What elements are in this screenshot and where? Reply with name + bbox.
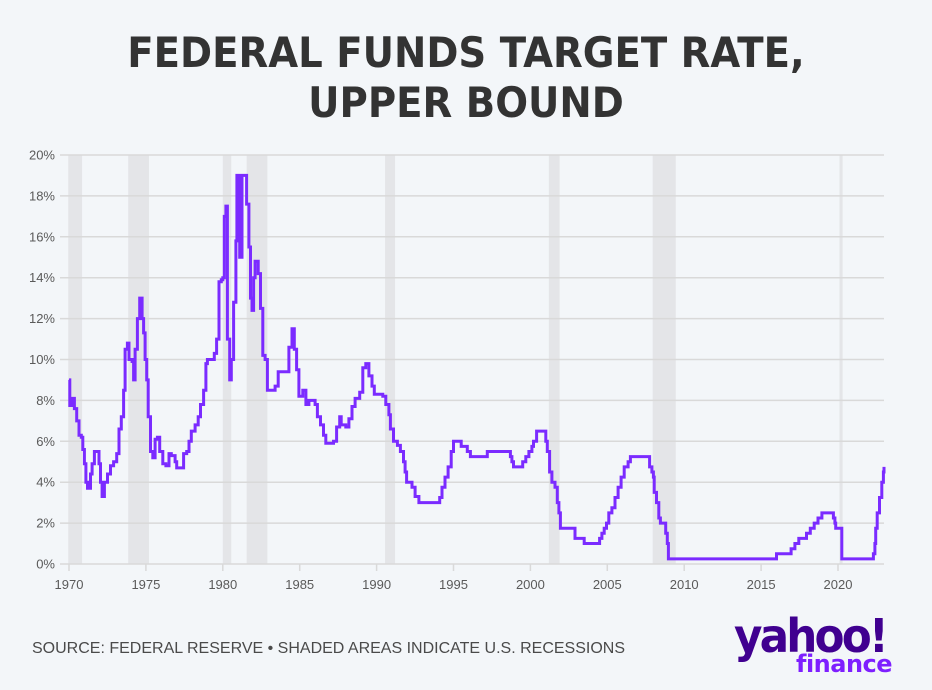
x-tick-label: 2020 bbox=[824, 577, 853, 592]
x-tick-label: 1985 bbox=[285, 577, 314, 592]
y-tick-label: 10% bbox=[29, 352, 55, 367]
series-layer bbox=[68, 173, 886, 561]
y-tick-label: 8% bbox=[36, 393, 55, 408]
y-tick-label: 0% bbox=[36, 557, 55, 572]
x-tick-label: 2000 bbox=[516, 577, 545, 592]
series-line bbox=[68, 173, 886, 561]
gridlines bbox=[60, 154, 884, 565]
y-tick-label: 4% bbox=[36, 475, 55, 490]
logo-finance-text: finance bbox=[796, 650, 893, 678]
x-tick-label: 1975 bbox=[131, 577, 160, 592]
y-tick-label: 2% bbox=[36, 516, 55, 531]
yahoo-finance-logo: yahoo! finance bbox=[734, 612, 909, 682]
y-tick-label: 18% bbox=[29, 188, 55, 203]
x-tick-label: 1995 bbox=[439, 577, 468, 592]
x-tick-label: 1980 bbox=[208, 577, 237, 592]
chart-title-line-2: UPPER BOUND bbox=[308, 78, 624, 127]
logo-yahoo-text: yahoo! bbox=[734, 609, 889, 663]
y-tick-label: 14% bbox=[29, 270, 55, 285]
x-tick-label: 2005 bbox=[593, 577, 622, 592]
y-tick-label: 6% bbox=[36, 434, 55, 449]
x-tick-label: 2015 bbox=[747, 577, 776, 592]
source-note: SOURCE: FEDERAL RESERVE • SHADED AREAS I… bbox=[32, 640, 625, 657]
y-tick-label: 20% bbox=[29, 148, 55, 163]
x-tick-label: 2010 bbox=[670, 577, 699, 592]
y-axis: 0% 2% 4% 6% 8% 10% 12% 14% 16% 18% 20% bbox=[29, 148, 55, 572]
chart-title-line-1: FEDERAL FUNDS TARGET RATE, bbox=[127, 28, 805, 77]
y-tick-label: 16% bbox=[29, 229, 55, 244]
x-axis: 1970 1975 1980 1985 1990 1995 2000 2005 2010 2015… bbox=[55, 564, 853, 592]
y-tick-label: 12% bbox=[29, 311, 55, 326]
x-tick-label: 1990 bbox=[362, 577, 391, 592]
x-tick-label: 1970 bbox=[55, 577, 84, 592]
chart-title: FEDERAL FUNDS TARGET RATE, UPPER BOUND bbox=[0, 28, 932, 128]
